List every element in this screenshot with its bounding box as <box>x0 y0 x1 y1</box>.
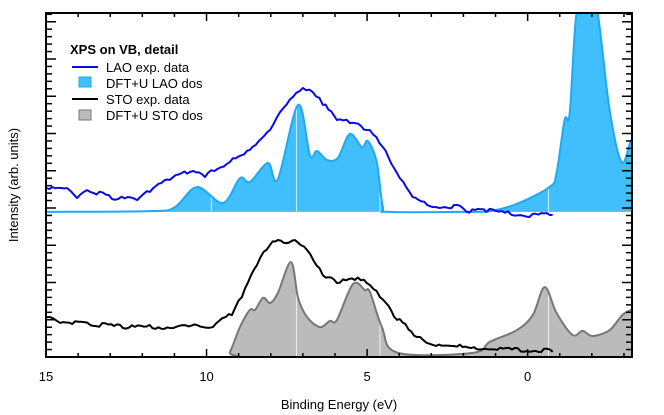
x-tick-label: 10 <box>199 369 213 384</box>
sto-dos-area-outline <box>46 261 632 357</box>
lao-dos-area <box>46 13 632 213</box>
legend: XPS on VB, detail LAO exp. data DFT+U LA… <box>70 42 203 123</box>
legend-label-sto-dos: DFT+U STO dos <box>106 108 203 123</box>
legend-label-lao-exp: LAO exp. data <box>106 60 190 75</box>
x-tick-label: 0 <box>524 369 531 384</box>
plot-area <box>46 13 632 357</box>
y-axis-label: Intensity (arb. units) <box>6 128 21 242</box>
axes: 15 10 5 0 <box>39 12 633 384</box>
lao-dos-area-outline <box>46 13 632 214</box>
legend-swatch-lao-dos <box>78 76 92 88</box>
legend-label-lao-dos: DFT+U LAO dos <box>106 76 203 91</box>
legend-label-sto-exp: STO exp. data <box>106 92 190 107</box>
sto-exp-line <box>46 239 554 354</box>
x-tick-label: 15 <box>39 369 53 384</box>
x-tick-label: 5 <box>363 369 370 384</box>
x-axis-label: Binding Energy (eV) <box>281 397 397 412</box>
sto-dos-area <box>46 262 632 357</box>
legend-title: XPS on VB, detail <box>70 42 178 57</box>
lao-exp-line <box>46 86 553 218</box>
legend-swatch-sto-dos <box>78 109 92 121</box>
